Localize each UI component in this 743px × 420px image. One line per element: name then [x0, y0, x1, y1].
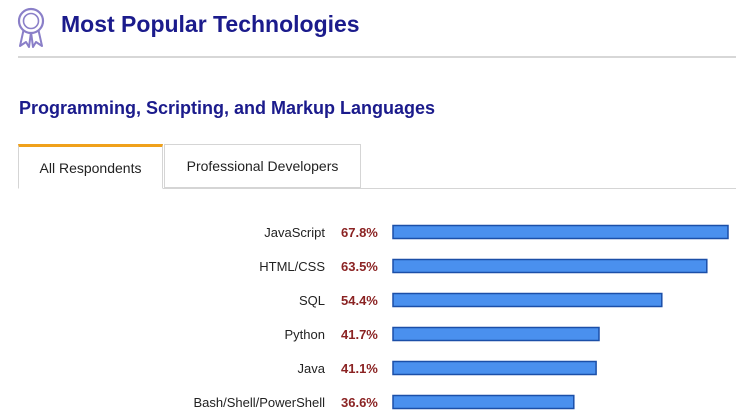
- bar: [392, 326, 600, 342]
- bar: [392, 292, 663, 308]
- category-label: HTML/CSS: [259, 259, 325, 274]
- value-label: 67.8%: [341, 225, 378, 240]
- header: Most Popular Technologies: [0, 0, 743, 56]
- tab-professional-developers-label: Professional Developers: [186, 158, 339, 174]
- page-title: Most Popular Technologies: [61, 11, 360, 37]
- bar: [392, 258, 708, 274]
- tab-all-respondents-label: All Respondents: [39, 159, 142, 176]
- bar: [392, 394, 575, 410]
- category-label: SQL: [299, 293, 325, 308]
- category-label: Java: [298, 361, 326, 376]
- value-label: 36.6%: [341, 395, 378, 410]
- tab-professional-developers[interactable]: Professional Developers: [164, 144, 361, 188]
- tabs-baseline: [18, 188, 736, 189]
- section-title: Programming, Scripting, and Markup Langu…: [19, 98, 436, 118]
- category-label: Bash/Shell/PowerShell: [193, 395, 325, 410]
- value-label: 63.5%: [341, 259, 378, 274]
- bar-chart: JavaScript 67.8% HTML/CSS 63.5% SQL 54.4% Pyth…: [193, 224, 729, 410]
- category-label: JavaScript: [264, 225, 325, 240]
- value-label: 54.4%: [341, 293, 378, 308]
- category-label: Python: [285, 327, 325, 342]
- bar: [392, 224, 729, 240]
- value-label: 41.7%: [341, 327, 378, 342]
- bar: [392, 360, 597, 376]
- header-divider: [18, 56, 736, 58]
- ribbon-badge-icon: [17, 7, 45, 48]
- tab-all-respondents[interactable]: All Respondents: [18, 144, 163, 189]
- value-label: 41.1%: [341, 361, 378, 376]
